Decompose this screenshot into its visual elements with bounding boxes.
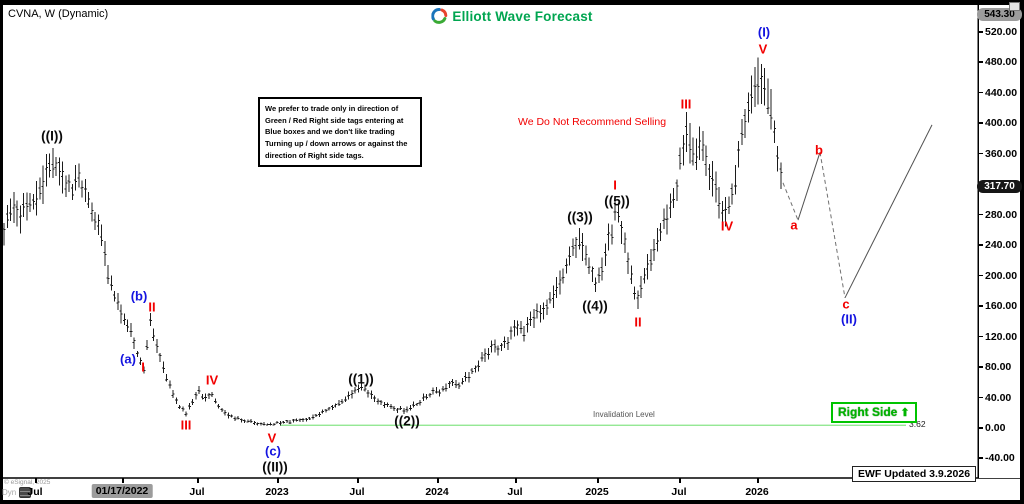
time-label: 2026 — [745, 486, 769, 498]
ewf-logo-icon — [431, 8, 448, 24]
price-axis[interactable]: 520.00 480.00 440.00 400.00 360.00 280.00 240.… — [977, 5, 1022, 478]
time-tick-mark — [122, 478, 124, 483]
price-tick-label: 200.00 — [985, 269, 1018, 282]
price-tick-mark — [979, 122, 983, 124]
price-tick-label: 480.00 — [985, 56, 1018, 69]
time-label-highlighted: 01/17/2022 — [91, 484, 153, 498]
time-tick-mark — [597, 478, 599, 483]
time-label: Jul — [507, 486, 523, 498]
corner-icon[interactable] — [1009, 2, 1020, 11]
right-side-label: Right Side — [838, 405, 898, 419]
time-label: Jul — [189, 486, 205, 498]
up-arrow-icon: ⬆ — [900, 406, 910, 419]
time-tick-mark — [515, 478, 517, 483]
price-tick-label: 80.00 — [985, 361, 1012, 374]
brand-name: Elliott Wave Forecast — [452, 8, 593, 24]
time-tick-mark — [277, 478, 279, 483]
updated-box: EWF Updated 3.9.2026 — [852, 466, 977, 482]
price-tick-label: 40.00 — [985, 391, 1012, 404]
price-tick-label: 400.00 — [985, 117, 1018, 130]
price-tick-label: 120.00 — [985, 330, 1018, 343]
time-label: 2024 — [425, 486, 449, 498]
time-label: Jul — [349, 486, 365, 498]
price-tick-mark — [979, 152, 983, 155]
price-tick-mark — [979, 427, 983, 429]
time-tick-mark — [679, 478, 681, 483]
time-label: 2025 — [585, 486, 609, 498]
price-tick-label: 160.00 — [985, 300, 1018, 313]
price-tick-label: 0.00 — [985, 422, 1006, 434]
no-selling-warning: We Do Not Recommend Selling — [518, 116, 667, 128]
price-tick-mark — [979, 335, 983, 338]
price-tick-mark — [979, 396, 983, 399]
brand-logo: Elliott Wave Forecast — [431, 8, 592, 24]
time-label: Jul — [671, 486, 687, 498]
high-price-tag: 543.30 — [977, 7, 1022, 21]
price-tick-label: 240.00 — [985, 239, 1018, 252]
calendar-icon[interactable] — [19, 487, 31, 498]
dyn-label: Dyn — [2, 488, 17, 497]
time-tick-mark — [437, 478, 439, 483]
time-tick-mark — [197, 478, 199, 483]
invalidation-label: Invalidation Level — [593, 410, 655, 419]
symbol-title: CVNA, W (Dynamic) — [8, 8, 109, 20]
price-tick-mark — [979, 305, 983, 307]
price-tick-mark — [979, 91, 983, 94]
price-tick-mark — [979, 31, 983, 33]
price-tick-label: 280.00 — [985, 208, 1018, 221]
time-tick-mark — [757, 478, 759, 483]
price-tick-label: 520.00 — [985, 26, 1018, 39]
price-tick-mark — [979, 274, 983, 277]
copyright: © eSignal, 2025 — [4, 479, 51, 486]
price-tick-mark — [979, 244, 983, 246]
price-tick-mark — [979, 61, 983, 63]
time-tick-mark — [357, 478, 359, 483]
time-axis[interactable]: © eSignal, 2025 Dyn Jul 01/17/2022 Jul 2023… — [0, 478, 1020, 500]
time-label: Jul — [27, 486, 43, 498]
time-tick-mark — [35, 478, 37, 483]
price-tick-label: 440.00 — [985, 86, 1018, 99]
price-tick-mark — [979, 366, 983, 368]
price-tick-label: 360.00 — [985, 147, 1018, 160]
price-tick-mark — [979, 457, 983, 459]
trading-note: We prefer to trade only in direction of … — [258, 97, 422, 168]
right-side-badge: Right Side ⬆ — [831, 402, 917, 423]
price-tick-label: -40.00 — [985, 452, 1015, 465]
price-tick-mark — [979, 213, 983, 216]
time-label: 2023 — [265, 486, 289, 498]
invalidation-value: 3.62 — [909, 419, 926, 429]
last-price-tag: 317.70 — [977, 179, 1022, 193]
